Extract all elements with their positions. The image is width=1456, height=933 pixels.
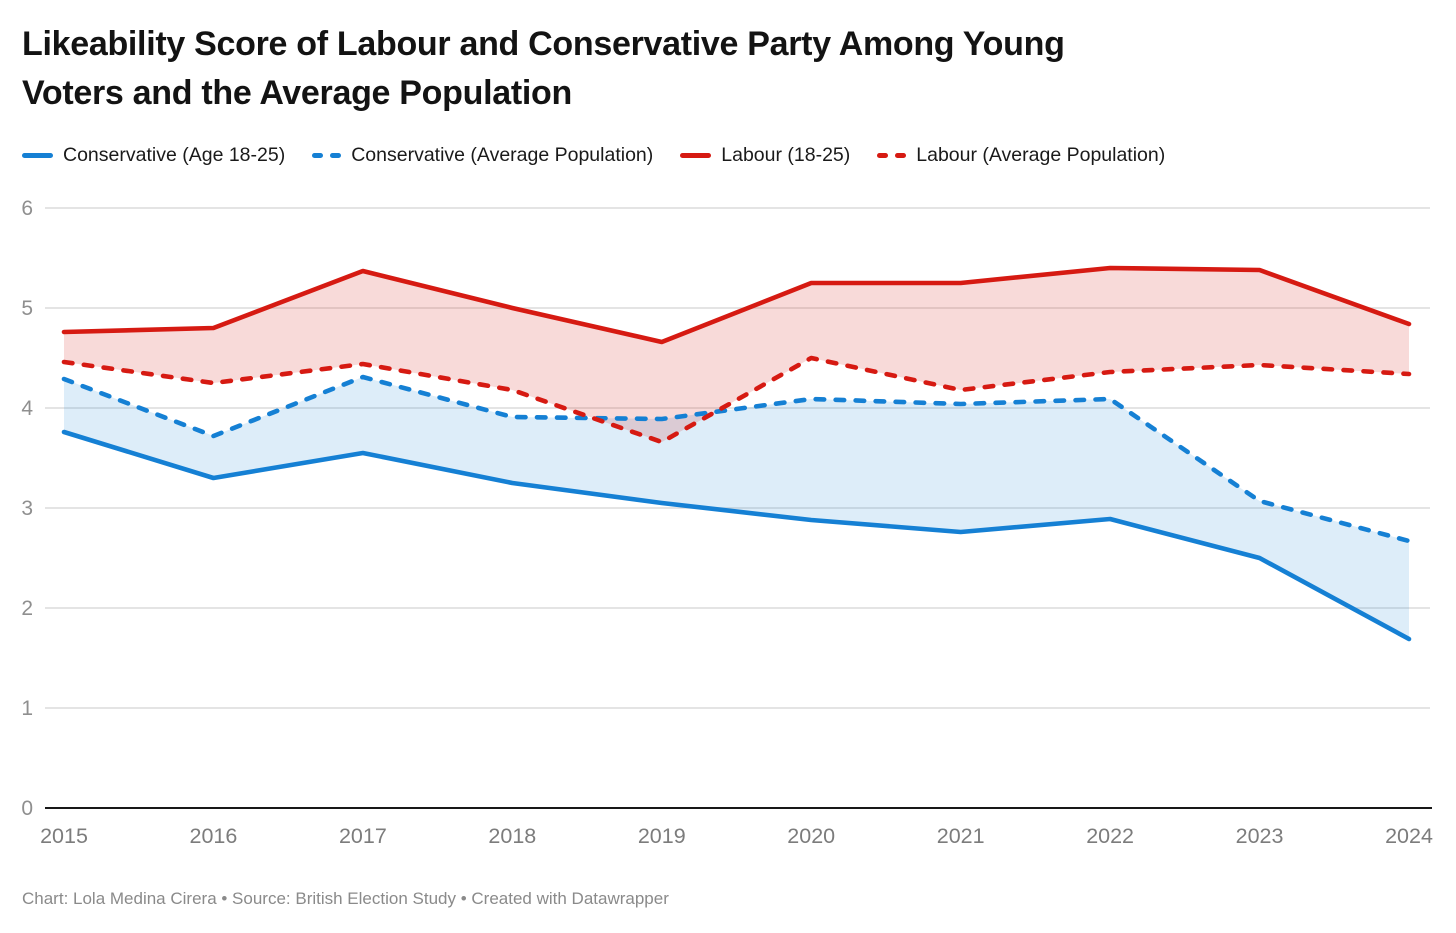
y-axis-tick-label: 1 — [21, 697, 33, 720]
chart-footer-attribution: Chart: Lola Medina Cirera • Source: Brit… — [22, 889, 669, 908]
series-line-0 — [61, 429, 1412, 642]
gridlines: 0 1 2 3 4 5 6 — [21, 197, 1430, 820]
x-axis-tick-label: 2024 — [1385, 824, 1433, 848]
x-axis-tick-label: 2021 — [937, 824, 985, 848]
x-axis-tick-label: 2020 — [787, 824, 835, 848]
chart-title-line-1: Likeability Score of Labour and Conserva… — [22, 25, 1065, 63]
legend-label: Conservative (Age 18-25) — [63, 144, 286, 166]
legend-item-conservative-average: Conservative (Average Population) — [312, 144, 653, 167]
band-fill — [64, 377, 1409, 639]
legend-item-labour-average: Labour (Average Population) — [877, 144, 1165, 167]
x-axis-tick-label: 2016 — [190, 824, 238, 848]
series-line-1 — [61, 374, 1412, 544]
x-axis-tick-label: 2023 — [1236, 824, 1284, 848]
legend-label: Labour (18-25) — [721, 144, 851, 166]
y-axis-tick-label: 0 — [21, 797, 33, 820]
y-axis-tick-label: 4 — [21, 397, 33, 420]
chart-title-line-2: Voters and the Average Population — [22, 74, 572, 112]
x-axis-tick-label: 2015 — [40, 824, 88, 848]
x-axis-tick-label: 2022 — [1086, 824, 1134, 848]
legend: Conservative (Age 18-25) Conservative (A… — [22, 144, 1165, 167]
y-axis-tick-label: 3 — [21, 497, 33, 520]
chart-title: Likeability Score of Labour and Conserva… — [22, 20, 1065, 118]
legend-label: Labour (Average Population) — [916, 144, 1166, 166]
x-axis-labels: 2015 2016 2017 2018 2019 2020 2021 2022 2023 2024 — [40, 824, 1433, 848]
x-axis-tick-label: 2017 — [339, 824, 387, 848]
y-axis-tick-label: 2 — [21, 597, 33, 620]
solid-red-line-swatch-icon — [680, 153, 712, 158]
legend-label: Conservative (Average Population) — [351, 144, 654, 166]
legend-item-conservative-young: Conservative (Age 18-25) — [22, 144, 285, 167]
solid-blue-line-swatch-icon — [22, 153, 53, 158]
dashed-blue-line-swatch-icon — [312, 153, 342, 158]
shaded-bands — [64, 268, 1409, 639]
y-axis-tick-label: 6 — [21, 197, 33, 220]
dashed-red-line-swatch-icon — [877, 153, 907, 158]
y-axis-tick-label: 5 — [21, 297, 33, 320]
x-axis-tick-label: 2018 — [488, 824, 536, 848]
legend-item-labour-young: Labour (18-25) — [680, 144, 850, 167]
band-fill — [64, 268, 1409, 442]
x-axis-tick-label: 2019 — [638, 824, 686, 848]
series-line-2 — [61, 265, 1412, 345]
series-line-3 — [61, 355, 1412, 445]
